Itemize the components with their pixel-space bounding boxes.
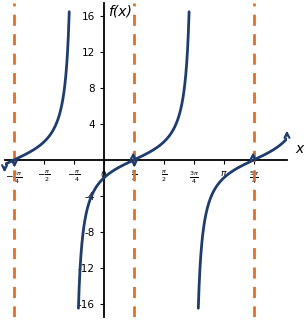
Text: f(x): f(x) [108,4,132,19]
Text: x: x [295,142,303,156]
